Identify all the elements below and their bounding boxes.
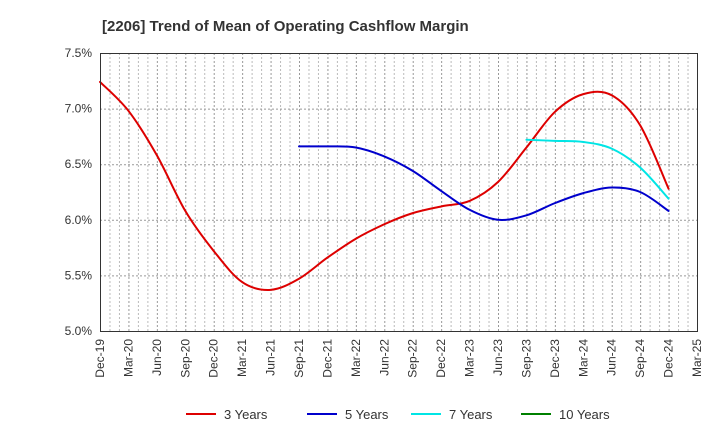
x-tick-label: Mar-23 [463, 339, 477, 377]
series-line-7-years [525, 138, 670, 200]
y-tick-label: 6.0% [65, 213, 93, 227]
plot-frame [100, 53, 698, 332]
x-tick-label: Sep-21 [292, 339, 306, 378]
y-tick-label: 7.5% [65, 46, 93, 60]
legend-label-5-years: 5 Years [345, 407, 389, 422]
x-tick-label: Jun-22 [377, 339, 391, 376]
x-tick-label: Mar-22 [349, 339, 363, 377]
x-tick-label: Jun-21 [264, 339, 278, 376]
x-tick-label: Mar-21 [235, 339, 249, 377]
x-tick-label: Sep-23 [519, 339, 533, 378]
legend: 3 Years 5 Years 7 Years 10 Years [186, 407, 610, 422]
legend-label-7-years: 7 Years [449, 407, 493, 422]
x-tick-label: Dec-19 [93, 339, 107, 378]
axes [100, 53, 698, 332]
x-tick-label: Jun-24 [605, 339, 619, 376]
x-tick-label: Jun-23 [491, 339, 505, 376]
y-tick-label: 5.0% [65, 324, 93, 338]
grid [100, 53, 697, 331]
y-tick-label: 7.0% [65, 102, 93, 116]
x-tick-label: Dec-21 [320, 339, 334, 378]
y-tick-label: 5.5% [65, 268, 93, 282]
x-tick-label: Mar-25 [690, 339, 704, 377]
x-tick-label: Sep-24 [633, 339, 647, 378]
x-tick-label: Sep-20 [178, 339, 192, 378]
x-tick-label: Dec-20 [207, 339, 221, 378]
series-line-5-years [298, 145, 670, 221]
chart-title: [2206] Trend of Mean of Operating Cashfl… [102, 18, 469, 35]
series-layer [99, 80, 670, 291]
x-tick-label: Jun-20 [150, 339, 164, 376]
x-tick-label: Sep-22 [406, 339, 420, 378]
x-tick-label: Dec-22 [434, 339, 448, 378]
y-tick-labels: 5.0% 5.5% 6.0% 6.5% 7.0% 7.5% [65, 46, 93, 338]
x-tick-label: Mar-24 [576, 339, 590, 377]
x-tick-labels: Dec-19 Mar-20 Jun-20 Sep-20 Dec-20 Mar-21 Jun-… [93, 339, 704, 378]
legend-label-10-years: 10 Years [559, 407, 610, 422]
x-tick-label: Dec-24 [662, 339, 676, 378]
y-tick-label: 6.5% [65, 157, 93, 171]
x-tick-label: Dec-23 [548, 339, 562, 378]
x-tick-label: Mar-20 [121, 339, 135, 377]
legend-label-3-years: 3 Years [224, 407, 268, 422]
series-line-3-years [99, 80, 670, 291]
